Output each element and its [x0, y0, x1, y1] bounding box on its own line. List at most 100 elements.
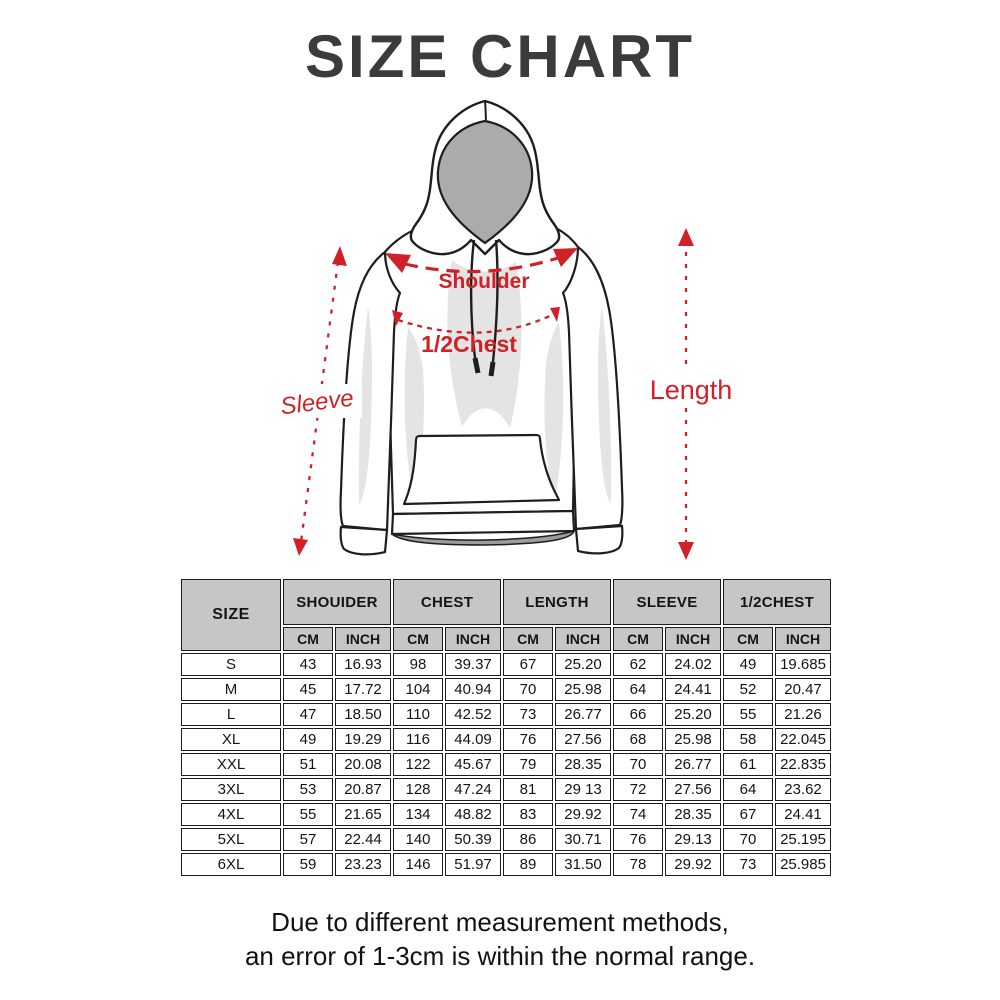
unit-inch: INCH	[775, 627, 832, 651]
value-cell: 70	[723, 828, 774, 851]
value-cell: 40.94	[445, 678, 502, 701]
table-row: 4XL 55 21.65 134 48.82 83 29.92 74 28.35…	[181, 803, 832, 826]
value-cell: 110	[393, 703, 444, 726]
value-cell: 47	[283, 703, 333, 726]
table-row: 5XL 57 22.44 140 50.39 86 30.71 76 29.13…	[181, 828, 832, 851]
value-cell: 81	[503, 778, 554, 801]
length-label: Length	[650, 375, 733, 405]
measurement-note: Due to different measurement methods, an…	[0, 905, 1000, 974]
value-cell: 22.44	[335, 828, 392, 851]
value-cell: 44.09	[445, 728, 502, 751]
size-cell: 4XL	[181, 803, 281, 826]
size-table: SIZE SHOUIDER CHEST LENGTH SLEEVE 1/2CHE…	[179, 577, 833, 878]
unit-inch: INCH	[665, 627, 722, 651]
size-cell: S	[181, 653, 281, 676]
size-cell: 5XL	[181, 828, 281, 851]
value-cell: 24.41	[775, 803, 832, 826]
shoulder-arrowhead-right	[553, 248, 578, 267]
table-row: M 45 17.72 104 40.94 70 25.98 64 24.41 5…	[181, 678, 832, 701]
value-cell: 140	[393, 828, 444, 851]
header-half-chest: 1/2CHEST	[723, 579, 832, 625]
value-cell: 25.985	[775, 853, 832, 876]
value-cell: 29.92	[555, 803, 612, 826]
value-cell: 89	[503, 853, 554, 876]
hem-band	[390, 509, 576, 536]
value-cell: 66	[613, 703, 664, 726]
note-line-2: an error of 1-3cm is within the normal r…	[244, 941, 756, 972]
value-cell: 74	[613, 803, 664, 826]
value-cell: 51.97	[445, 853, 502, 876]
value-cell: 70	[613, 753, 664, 776]
size-cell: L	[181, 703, 281, 726]
value-cell: 83	[503, 803, 554, 826]
value-cell: 79	[503, 753, 554, 776]
value-cell: 17.72	[335, 678, 392, 701]
value-cell: 134	[393, 803, 444, 826]
left-sleeve-shading	[358, 307, 372, 504]
value-cell: 59	[283, 853, 333, 876]
value-cell: 22.835	[775, 753, 832, 776]
value-cell: 128	[393, 778, 444, 801]
value-cell: 70	[503, 678, 554, 701]
hoodie-illustration	[339, 99, 624, 556]
table-row: 6XL 59 23.23 146 51.97 89 31.50 78 29.92…	[181, 853, 832, 876]
value-cell: 73	[723, 853, 774, 876]
value-cell: 47.24	[445, 778, 502, 801]
value-cell: 55	[723, 703, 774, 726]
sleeve-arrowhead-top	[332, 246, 347, 266]
unit-cm: CM	[283, 627, 333, 651]
table-row: L 47 18.50 110 42.52 73 26.77 66 25.20 5…	[181, 703, 832, 726]
kangaroo-pocket	[402, 433, 561, 506]
value-cell: 20.47	[775, 678, 832, 701]
value-cell: 25.195	[775, 828, 832, 851]
value-cell: 28.35	[555, 753, 612, 776]
right-sleeve-shading	[598, 307, 612, 504]
value-cell: 78	[613, 853, 664, 876]
size-cell: XXL	[181, 753, 281, 776]
value-cell: 53	[283, 778, 333, 801]
value-cell: 76	[503, 728, 554, 751]
length-label-bg	[648, 372, 736, 408]
value-cell: 62	[613, 653, 664, 676]
value-cell: 57	[283, 828, 333, 851]
shoulder-arrowhead-left	[385, 253, 411, 273]
value-cell: 49	[283, 728, 333, 751]
value-cell: 31.50	[555, 853, 612, 876]
size-table-container: SIZE SHOUIDER CHEST LENGTH SLEEVE 1/2CHE…	[179, 577, 832, 878]
unit-cm: CM	[723, 627, 774, 651]
value-cell: 68	[613, 728, 664, 751]
right-drawstring-tip	[488, 361, 496, 377]
table-row: 3XL 53 20.87 128 47.24 81 29 13 72 27.56…	[181, 778, 832, 801]
value-cell: 64	[723, 778, 774, 801]
unit-cm: CM	[393, 627, 444, 651]
table-row: XXL 51 20.08 122 45.67 79 28.35 70 26.77…	[181, 753, 832, 776]
value-cell: 20.87	[335, 778, 392, 801]
value-cell: 48.82	[445, 803, 502, 826]
unit-cm: CM	[503, 627, 554, 651]
value-cell: 146	[393, 853, 444, 876]
hem-shadow	[391, 529, 576, 546]
sleeve-label-bg	[274, 384, 362, 418]
value-cell: 20.08	[335, 753, 392, 776]
value-cell: 16.93	[335, 653, 392, 676]
header-size: SIZE	[181, 579, 281, 651]
right-body-shading	[544, 322, 564, 500]
value-cell: 58	[723, 728, 774, 751]
table-header-row-groups: SIZE SHOUIDER CHEST LENGTH SLEEVE 1/2CHE…	[181, 579, 832, 651]
value-cell: 67	[723, 803, 774, 826]
half-chest-arrowhead-right	[550, 307, 560, 322]
value-cell: 67	[503, 653, 554, 676]
value-cell: 21.26	[775, 703, 832, 726]
value-cell: 98	[393, 653, 444, 676]
value-cell: 30.71	[555, 828, 612, 851]
value-cell: 25.20	[665, 703, 722, 726]
value-cell: 27.56	[665, 778, 722, 801]
value-cell: 42.52	[445, 703, 502, 726]
value-cell: 45	[283, 678, 333, 701]
left-drawstring	[469, 239, 477, 359]
value-cell: 43	[283, 653, 333, 676]
value-cell: 104	[393, 678, 444, 701]
value-cell: 76	[613, 828, 664, 851]
size-cell: 3XL	[181, 778, 281, 801]
value-cell: 55	[283, 803, 333, 826]
